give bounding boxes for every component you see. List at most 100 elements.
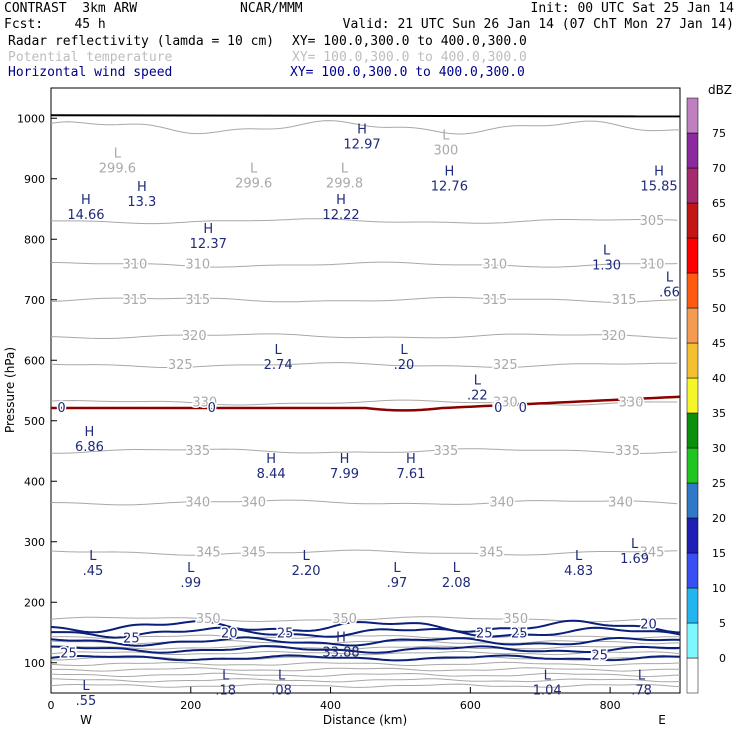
extremum-value: 1.30 <box>592 258 621 273</box>
y-tick-label: 900 <box>24 173 45 186</box>
extremum-value: .97 <box>387 576 408 591</box>
zero-label: 0 <box>494 401 502 416</box>
high-marker: H <box>357 122 367 137</box>
theta-contour-upper <box>51 672 680 678</box>
low-marker: L <box>400 343 408 358</box>
y-tick-label: 100 <box>24 657 45 670</box>
colorbar-label: 60 <box>712 232 726 245</box>
high-marker: H <box>444 165 454 180</box>
wind-contour <box>51 645 680 654</box>
y-tick-label: 200 <box>24 596 45 609</box>
colorbar-swatch <box>686 237 699 274</box>
theta-label: 310 <box>640 258 665 273</box>
theta-contour-310 <box>51 261 678 268</box>
colorbar-swatch <box>686 657 699 694</box>
zero-contour <box>51 395 680 412</box>
extremum-value: 7.61 <box>396 467 425 482</box>
extremum-value: 299.8 <box>326 177 363 192</box>
theta-contour-upper <box>51 667 680 672</box>
theta-label: 315 <box>185 293 210 308</box>
colorbar-label: 65 <box>712 197 726 210</box>
theta-contour-upper <box>51 661 680 667</box>
colorbar-swatch <box>686 132 699 169</box>
extremum-value: 8.44 <box>257 467 286 482</box>
colorbar-swatch <box>686 482 699 519</box>
theta-label: 320 <box>601 329 626 344</box>
low-marker: L <box>278 669 286 684</box>
theta-label: 315 <box>612 293 637 308</box>
theta-label: 325 <box>168 358 193 373</box>
colorbar-label: 30 <box>712 442 726 455</box>
high-marker: H <box>85 425 95 440</box>
theta-label: 335 <box>185 444 210 459</box>
colorbar-swatch <box>686 517 699 554</box>
theta-contour-upper <box>51 683 680 688</box>
theta-label: 345 <box>241 546 266 561</box>
high-marker: H <box>406 452 416 467</box>
extremum-value: .22 <box>467 388 488 403</box>
wind-label: 25 <box>123 632 140 647</box>
wind-label: 25 <box>511 627 528 642</box>
theta-contour-330 <box>51 399 678 406</box>
theta-label: 340 <box>185 495 210 510</box>
wind-label: 25 <box>591 648 608 663</box>
theta-label: 340 <box>241 495 266 510</box>
extremum-value: 12.22 <box>322 208 359 223</box>
x-tick-label: 200 <box>180 699 201 712</box>
field3-xy: XY= 100.0,300.0 to 400.0,300.0 <box>290 65 525 80</box>
zero-label: 0 <box>519 401 527 416</box>
extremum-value: 15.85 <box>640 180 677 195</box>
low-marker: L <box>222 669 230 684</box>
theta-label: 330 <box>192 396 217 411</box>
wind-label: 25 <box>277 627 294 642</box>
extremum-value: 12.76 <box>431 180 468 195</box>
extremum-value: .78 <box>631 684 652 699</box>
field2-xy: XY= 100.0,300.0 to 400.0,300.0 <box>292 50 527 65</box>
x-axis-label: Distance (km) <box>323 713 407 727</box>
high-marker: H <box>340 452 350 467</box>
low-marker: L <box>114 147 122 162</box>
y-axis-label: Pressure (hPa) <box>3 347 17 433</box>
plot-frame <box>50 87 681 694</box>
low-marker: L <box>575 549 583 564</box>
header-fcst: Fcst: 45 h <box>4 17 106 32</box>
theta-label: 310 <box>185 258 210 273</box>
colorbar-label: 35 <box>712 407 726 420</box>
theta-label: 330 <box>619 396 644 411</box>
theta-contour-upper <box>51 645 680 650</box>
high-marker: H <box>266 452 276 467</box>
colorbar-swatch <box>686 272 699 309</box>
colorbar-label: 15 <box>712 547 726 560</box>
colorbar-unit: dBZ <box>708 83 732 97</box>
colorbar-label: 10 <box>712 582 726 595</box>
high-marker: H <box>81 193 91 208</box>
header-model: CONTRAST 3km ARW <box>4 1 138 16</box>
colorbar-label: 0 <box>719 652 726 665</box>
theta-contour-surface <box>51 120 680 135</box>
theta-contour-345 <box>51 549 678 556</box>
theta-label: 345 <box>196 546 221 561</box>
zero-label: 0 <box>57 401 65 416</box>
theta-label: 350 <box>503 612 528 627</box>
wind-contour <box>51 619 680 634</box>
colorbar-swatch <box>686 587 699 624</box>
extremum-value: 2.20 <box>292 564 321 579</box>
extremum-value: 300 <box>433 143 458 158</box>
extremum-value: .08 <box>271 684 292 699</box>
high-marker: H <box>654 165 664 180</box>
extremum-value: 299.6 <box>235 177 272 192</box>
extremum-value: .55 <box>76 694 97 709</box>
extremum-value: 2.08 <box>442 576 471 591</box>
y-tick-label: 400 <box>24 475 45 488</box>
theta-label: 345 <box>640 546 665 561</box>
theta-contour-315 <box>51 296 678 303</box>
theta-label: 340 <box>608 495 633 510</box>
wind-label: 25 <box>60 647 77 662</box>
wind-contour <box>51 626 680 639</box>
extremum-value: .99 <box>180 576 201 591</box>
extremum-value: 2.74 <box>264 358 293 373</box>
field1-xy: XY= 100.0,300.0 to 400.0,300.0 <box>292 34 527 49</box>
wind-label: 20 <box>640 618 657 633</box>
y-tick-label: 800 <box>24 233 45 246</box>
